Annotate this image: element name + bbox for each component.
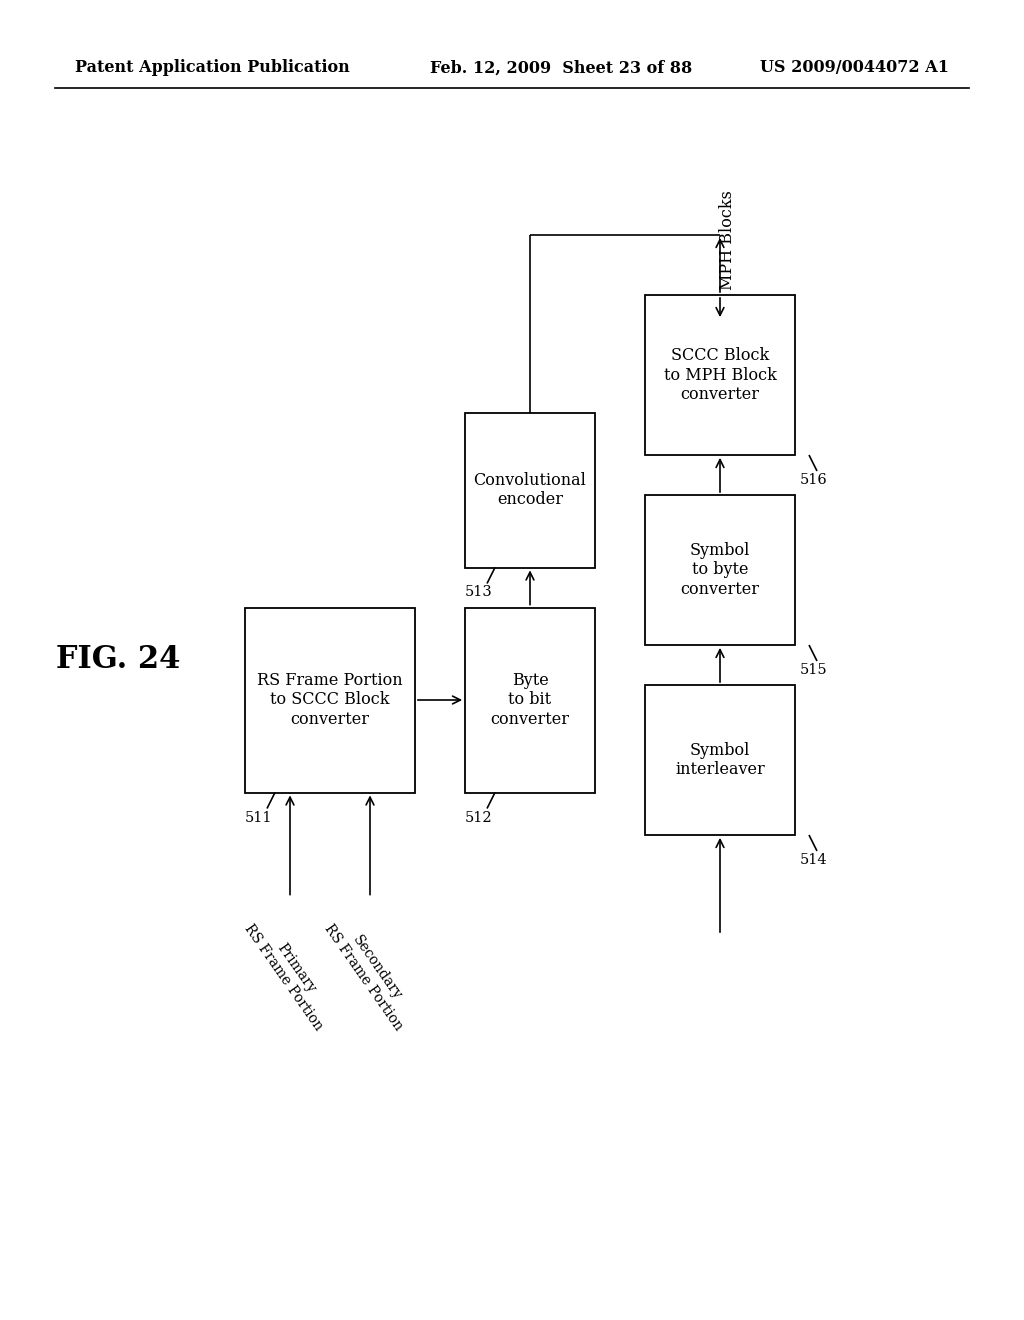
Bar bbox=[245, 607, 415, 792]
Bar bbox=[465, 412, 595, 568]
Text: 514: 514 bbox=[800, 853, 827, 867]
Text: Patent Application Publication: Patent Application Publication bbox=[75, 59, 350, 77]
Bar bbox=[645, 495, 795, 645]
Bar bbox=[645, 294, 795, 455]
Text: SCCC Block
to MPH Block
converter: SCCC Block to MPH Block converter bbox=[664, 347, 776, 403]
Text: 511: 511 bbox=[245, 810, 272, 825]
Bar bbox=[465, 607, 595, 792]
Text: Symbol
interleaver: Symbol interleaver bbox=[675, 742, 765, 779]
Text: 512: 512 bbox=[465, 810, 493, 825]
Text: Symbol
to byte
converter: Symbol to byte converter bbox=[681, 543, 760, 598]
Text: Secondary
RS Frame Portion: Secondary RS Frame Portion bbox=[322, 912, 419, 1034]
Text: Feb. 12, 2009  Sheet 23 of 88: Feb. 12, 2009 Sheet 23 of 88 bbox=[430, 59, 692, 77]
Text: FIG. 24: FIG. 24 bbox=[56, 644, 180, 676]
Text: MPH Blocks: MPH Blocks bbox=[720, 190, 736, 290]
Text: 516: 516 bbox=[800, 473, 827, 487]
Text: RS Frame Portion
to SCCC Block
converter: RS Frame Portion to SCCC Block converter bbox=[257, 672, 402, 729]
Text: Convolutional
encoder: Convolutional encoder bbox=[473, 471, 587, 508]
Text: Primary
RS Frame Portion: Primary RS Frame Portion bbox=[242, 912, 339, 1034]
Text: 513: 513 bbox=[465, 586, 493, 599]
Bar bbox=[645, 685, 795, 836]
Text: 515: 515 bbox=[800, 663, 827, 677]
Text: US 2009/0044072 A1: US 2009/0044072 A1 bbox=[760, 59, 949, 77]
Text: Byte
to bit
converter: Byte to bit converter bbox=[490, 672, 569, 729]
